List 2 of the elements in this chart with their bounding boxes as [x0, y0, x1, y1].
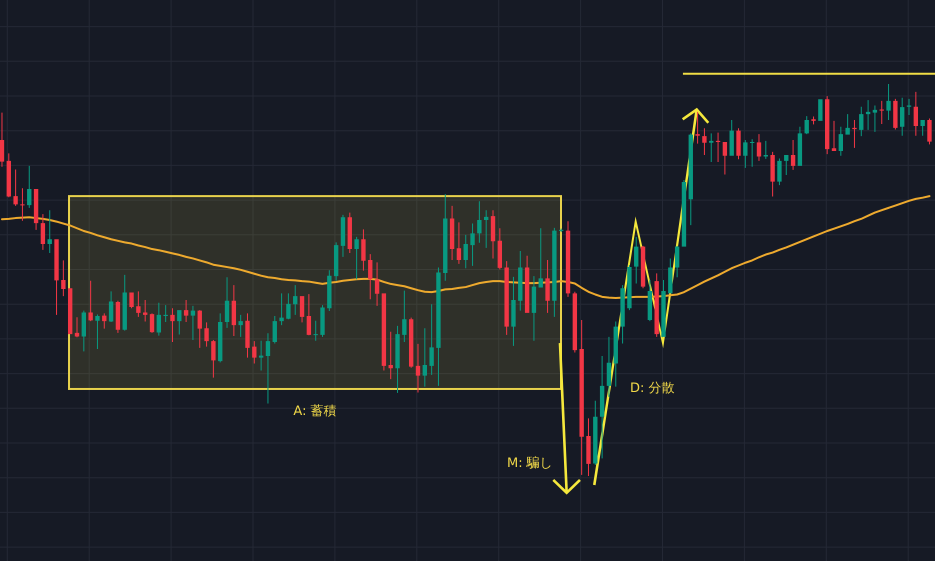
annotation: M: 騙し	[507, 456, 553, 471]
annotation: D: 分散	[630, 381, 675, 396]
